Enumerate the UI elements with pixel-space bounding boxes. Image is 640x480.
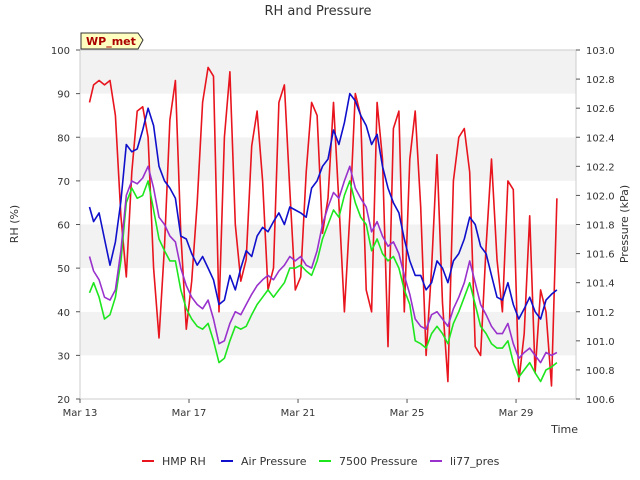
y-axis-label: RH (%) [8,205,21,243]
y2-tick-label: 101.8 [586,221,615,232]
station-badge-label: WP_met [86,35,136,48]
y2-tick-label: 101.4 [586,279,615,290]
legend-label: li77_pres [450,455,500,468]
grid-band [80,355,576,399]
station-badge-box [80,32,144,50]
x-tick-label: Mar 21 [281,408,316,419]
y2-tick-label: 100.8 [586,366,615,377]
chart-title: RH and Pressure [264,4,371,19]
x-axis: Mar 13 Mar 17 Mar 21 Mar 25 Mar 29 [63,399,534,419]
y2-axis-label: Pressure (kPa) [618,185,631,263]
y2-tick-label: 102.8 [586,75,615,86]
y-tick-label: 30 [57,351,70,362]
y2-tick-label: 102.2 [586,162,615,173]
y-tick-label: 50 [57,264,70,275]
x-tick-label: Mar 17 [172,408,207,419]
y-tick-label: 60 [57,221,70,232]
x-tick-label: Mar 13 [63,408,98,419]
y2-tick-label: 103.0 [586,46,615,57]
series-line-air-pressure [88,92,558,320]
y2-tick-label: 100.6 [586,395,615,406]
y-tick-label: 100 [51,46,70,57]
x-tick-label: Mar 29 [499,408,534,419]
y2-tick-label: 102.0 [586,191,615,202]
grid-band [80,311,576,356]
y-tick-label: 70 [57,177,70,188]
series-line-li77-pres [88,165,558,364]
legend-label: HMP RH [162,455,206,468]
y-tick-label: 80 [57,133,70,144]
legend-label: 7500 Pressure [339,455,418,468]
y2-tick-label: 101.2 [586,308,615,319]
grid-band [80,93,576,138]
legend-label: Air Pressure [241,455,307,468]
y2-tick-label: 101.6 [586,250,615,261]
series-line-7500-pressure [88,180,558,383]
grid-band [80,224,576,269]
y2-tick-label: 102.4 [586,133,615,144]
series-layer [88,66,558,387]
grid-band [80,50,576,94]
legend: HMP RH Air Pressure 7500 Pressure li77_pres [142,455,500,468]
y-tick-label: 20 [57,395,70,406]
right-axis: 100.6 100.8 101.0 101.2 101.4 101.6 101.8 102.0… [576,46,615,406]
station-badge: WP_met [80,32,144,50]
y-tick-label: 40 [57,308,70,319]
y2-tick-label: 101.0 [586,337,615,348]
x-tick-label: Mar 25 [390,408,425,419]
left-axis: 20 30 40 50 60 70 80 90 100 [51,46,80,406]
y-tick-label: 90 [57,90,70,101]
x-axis-label: Time [550,423,578,436]
y2-tick-label: 102.6 [586,104,615,115]
series-line-hmp-rh [88,66,558,387]
